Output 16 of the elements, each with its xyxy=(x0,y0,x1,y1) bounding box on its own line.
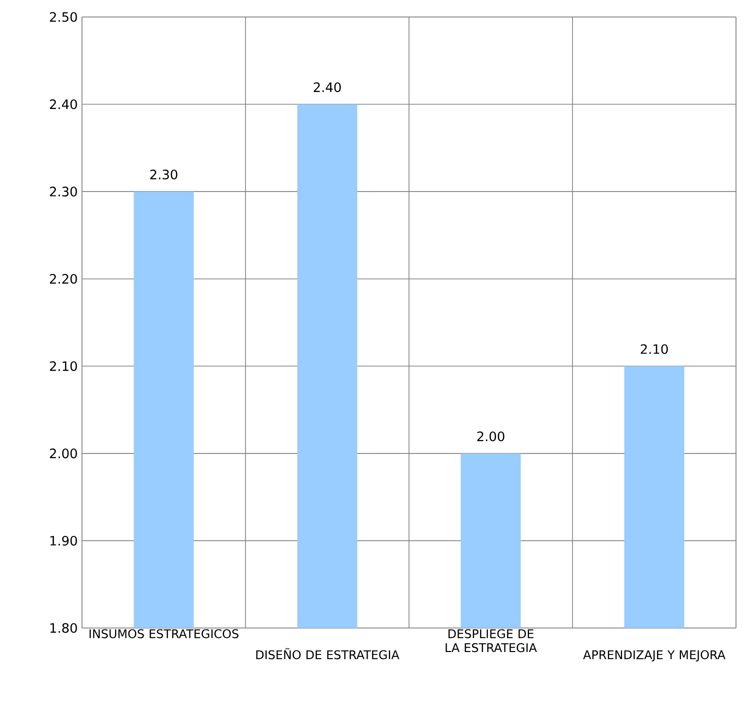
y-tick-label: 2.00 xyxy=(50,448,77,458)
x-tick-label: INSUMOS ESTRATEGICOS xyxy=(90,629,238,638)
x-tick-label: APRENDIZAJE Y MEJORA xyxy=(583,650,726,662)
y-tick-label: 2.20 xyxy=(50,274,77,284)
x-tick-label: DESPLIEGE DE LA ESTRATEGIA xyxy=(446,629,537,652)
y-tick-label: 1.90 xyxy=(50,536,77,546)
data-label: 2.40 xyxy=(314,82,341,92)
data-label: 2.30 xyxy=(150,170,178,180)
x-tick-label: DISEÑO DE ESTRATEGIA xyxy=(256,648,400,660)
y-tick-label: 2.40 xyxy=(50,99,77,110)
data-label: 2.00 xyxy=(477,431,504,442)
y-tick-label: 2.30 xyxy=(50,186,77,196)
y-tick-label: 1.80 xyxy=(50,623,77,633)
y-tick-label: 2.10 xyxy=(50,361,77,372)
data-label: 2.10 xyxy=(640,344,668,354)
y-tick-label: 2.50 xyxy=(50,12,77,22)
